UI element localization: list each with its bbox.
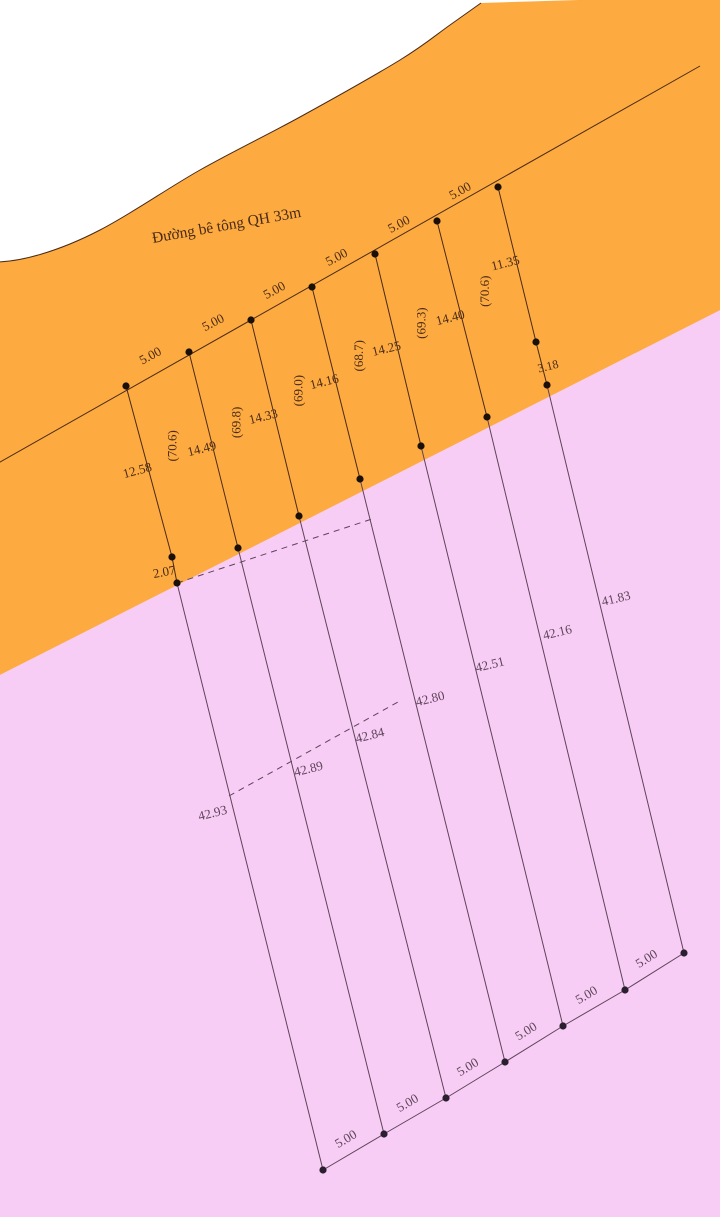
svg-text:(69.0): (69.0) bbox=[290, 375, 305, 406]
svg-text:(70.6): (70.6) bbox=[164, 430, 179, 461]
svg-text:(69.3): (69.3) bbox=[414, 307, 429, 338]
svg-text:(68.7): (68.7) bbox=[351, 340, 366, 371]
svg-text:(69.8): (69.8) bbox=[229, 407, 244, 438]
svg-text:(70.6): (70.6) bbox=[477, 275, 492, 306]
